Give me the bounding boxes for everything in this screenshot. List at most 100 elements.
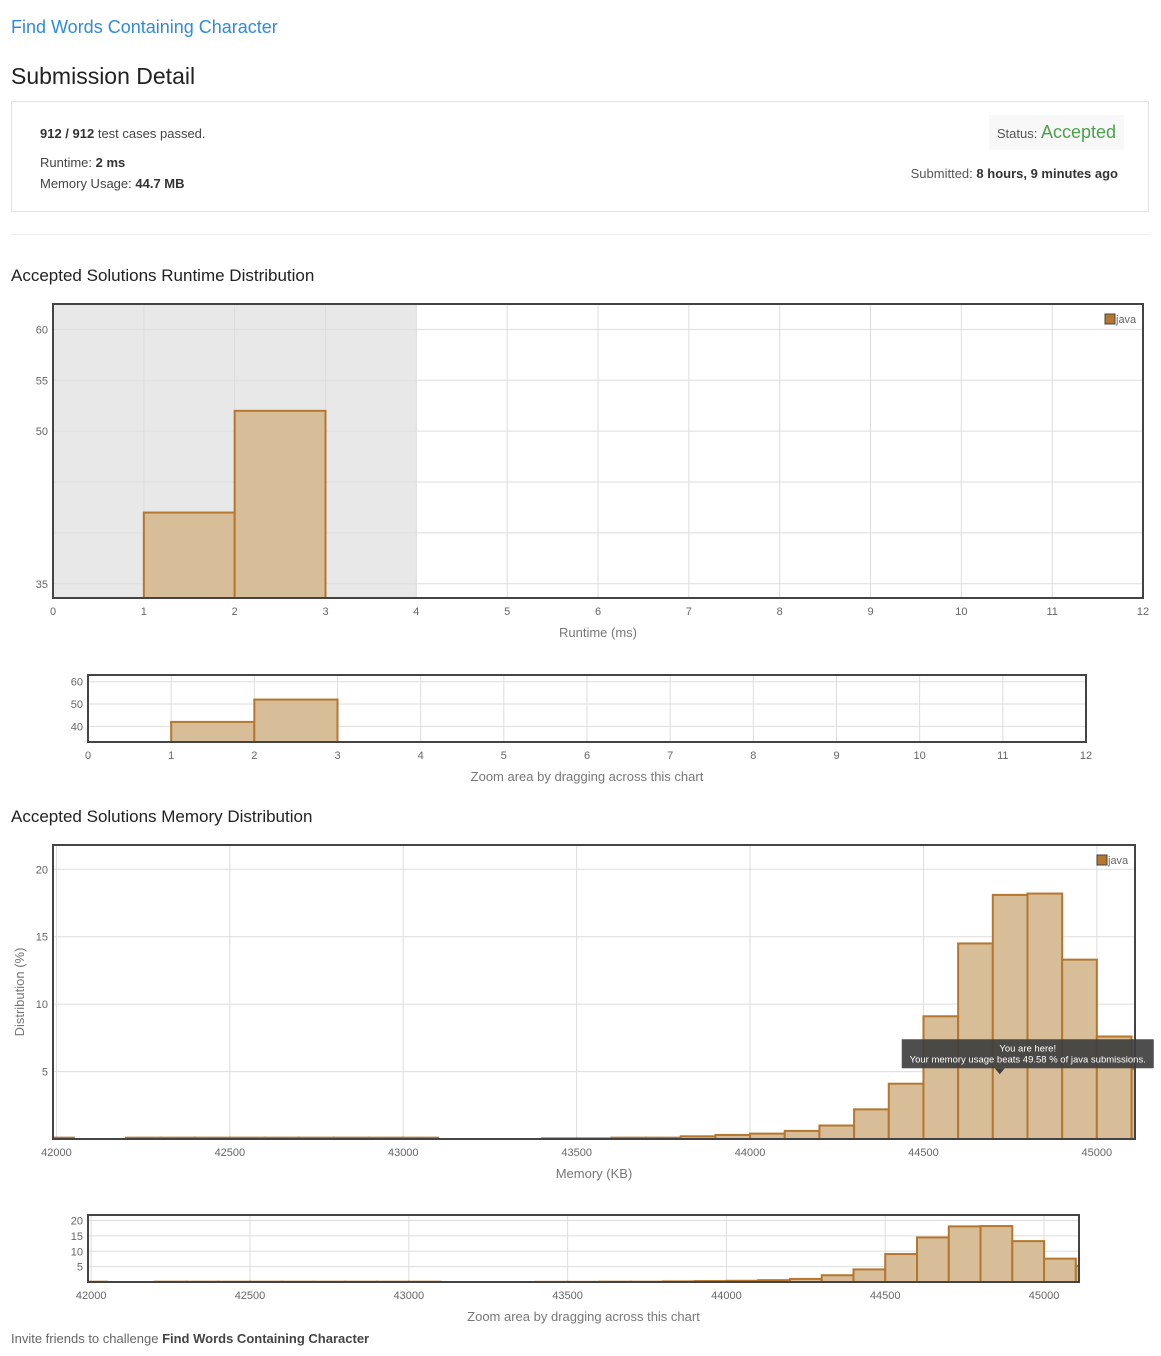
histogram-bar[interactable] — [818, 1124, 856, 1139]
legend-swatch — [1104, 313, 1116, 325]
bar-series — [53, 892, 1161, 1139]
x-axis-label: Runtime (ms) — [559, 625, 637, 640]
bar-series — [88, 1225, 1108, 1282]
x-tick-label: 5 — [504, 606, 510, 618]
submitted-line: Submitted: 8 hours, 9 minutes ago — [911, 166, 1118, 181]
plot-frame — [87, 1214, 1080, 1283]
submission-summary-card: 912 / 912 test cases passed. Runtime: 2 … — [11, 101, 1149, 212]
runtime-section-title: Accepted Solutions Runtime Distribution — [11, 266, 315, 285]
x-tick-label: 4 — [418, 750, 424, 762]
y-tick-label: 20 — [71, 1216, 83, 1228]
plot-frame — [87, 674, 1087, 743]
memory-label: Memory Usage: — [40, 176, 132, 191]
histogram-bar[interactable] — [1026, 892, 1064, 1139]
tooltip-box — [901, 1039, 1154, 1069]
y-tick-label: 40 — [71, 721, 83, 733]
tooltip-title: You are here! — [999, 1043, 1056, 1054]
y-tick-label: 15 — [71, 1231, 83, 1243]
status-label: Status: — [996, 126, 1038, 141]
histogram-bar[interactable] — [947, 1225, 982, 1282]
x-tick-label: 44000 — [735, 1147, 766, 1159]
x-tick-label: 2 — [232, 606, 238, 618]
x-tick-label: 4 — [413, 606, 419, 618]
bar-series — [170, 698, 339, 742]
y-tick-label: 55 — [36, 375, 48, 387]
x-tick-label: 10 — [914, 750, 926, 762]
page-title: Submission Detail — [11, 63, 196, 89]
histogram-bar[interactable] — [142, 511, 236, 598]
histogram-bar[interactable] — [887, 1082, 925, 1139]
histogram-bar[interactable] — [922, 1015, 960, 1139]
x-tick-label: 45000 — [1029, 1290, 1060, 1302]
x-tick-label: 12 — [1137, 606, 1149, 618]
y-tick-label: 60 — [36, 324, 48, 336]
histogram-bar[interactable] — [991, 893, 1029, 1139]
x-axis-label: Memory (KB) — [556, 1166, 633, 1181]
histogram-bar[interactable] — [253, 698, 339, 742]
x-tick-label: 43000 — [388, 1147, 419, 1159]
legend-swatch — [1096, 854, 1108, 866]
histogram-bar[interactable] — [1074, 1265, 1108, 1282]
histogram-bar[interactable] — [170, 720, 256, 742]
x-tick-label: 12 — [1080, 750, 1092, 762]
memory-distribution-chart[interactable]: 42000 42500 43000 43500 44000 44500 45000 5 10 15… — [0, 836, 1161, 1186]
histogram-bar[interactable] — [1130, 1067, 1161, 1139]
histogram-bar[interactable] — [1011, 1240, 1046, 1282]
invite-problem-link[interactable]: Find Words Containing Character — [162, 1331, 370, 1346]
y-tick-label: 60 — [71, 677, 83, 689]
x-tick-label: 6 — [584, 750, 590, 762]
plot-frame — [52, 844, 1136, 1140]
status-accepted-link[interactable]: Accepted — [1040, 122, 1116, 142]
x-tick-label: 8 — [750, 750, 756, 762]
x-tick-label: 43500 — [552, 1290, 583, 1302]
x-tick-label: 0 — [50, 606, 56, 618]
histogram-bar[interactable] — [783, 1129, 821, 1139]
histogram-bar[interactable] — [820, 1274, 855, 1282]
x-tick-label: 8 — [777, 606, 783, 618]
runtime-value: 2 ms — [95, 155, 126, 170]
y-axis-label: Distribution (%) — [12, 948, 27, 1037]
histogram-bar[interactable] — [979, 1225, 1014, 1282]
histogram-bar[interactable] — [1043, 1257, 1077, 1282]
submitted-label: Submitted: — [910, 166, 973, 181]
histogram-bar[interactable] — [852, 1268, 887, 1282]
x-tick-label: 42000 — [41, 1147, 72, 1159]
x-tick-label: 3 — [322, 606, 328, 618]
y-tick-label: 5 — [77, 1262, 83, 1274]
x-tick-label: 10 — [955, 606, 967, 618]
x-tick-label: 5 — [501, 750, 507, 762]
tooltip-pointer — [994, 1068, 1005, 1075]
section-divider — [11, 234, 1150, 235]
x-tick-label: 42500 — [215, 1147, 246, 1159]
histogram-bar[interactable] — [853, 1108, 890, 1139]
histogram-bar[interactable] — [916, 1236, 950, 1282]
x-tick-label: 6 — [595, 606, 601, 618]
tooltip-text: Your memory usage beats 49.58 % of java … — [910, 1054, 1146, 1065]
memory-zoom-navigator[interactable]: 42000 42500 43000 43500 44000 44500 45000 5 10 15… — [0, 1208, 1161, 1330]
x-tick-label: 44000 — [711, 1290, 742, 1302]
histogram-bar[interactable] — [884, 1253, 919, 1282]
x-tick-label: 44500 — [908, 1147, 939, 1159]
submitted-value: 8 hours, 9 minutes ago — [976, 166, 1118, 181]
legend-label: java — [1107, 855, 1129, 867]
x-tick-label: 42500 — [235, 1290, 266, 1302]
memory-value: 44.7 MB — [135, 176, 185, 191]
runtime-label: Runtime: — [40, 155, 93, 170]
y-tick-label: 50 — [71, 699, 83, 711]
x-tick-label: 9 — [833, 750, 839, 762]
y-tick-label: 10 — [71, 1246, 83, 1258]
invite-footer: Invite friends to challenge Find Words C… — [11, 1331, 369, 1346]
y-tick-label: 50 — [36, 426, 48, 438]
x-tick-label: 3 — [334, 750, 340, 762]
problem-title-link[interactable]: Find Words Containing Character — [11, 17, 278, 37]
status-badge: Status: Accepted — [988, 115, 1124, 150]
x-axis-label: Zoom area by dragging across this chart — [467, 1309, 700, 1324]
x-tick-label: 7 — [667, 750, 673, 762]
x-tick-label: 11 — [997, 750, 1008, 762]
histogram-bar[interactable] — [233, 409, 327, 598]
x-tick-label: 1 — [168, 750, 174, 762]
x-tick-label: 43500 — [561, 1147, 592, 1159]
y-tick-label: 35 — [36, 579, 48, 591]
